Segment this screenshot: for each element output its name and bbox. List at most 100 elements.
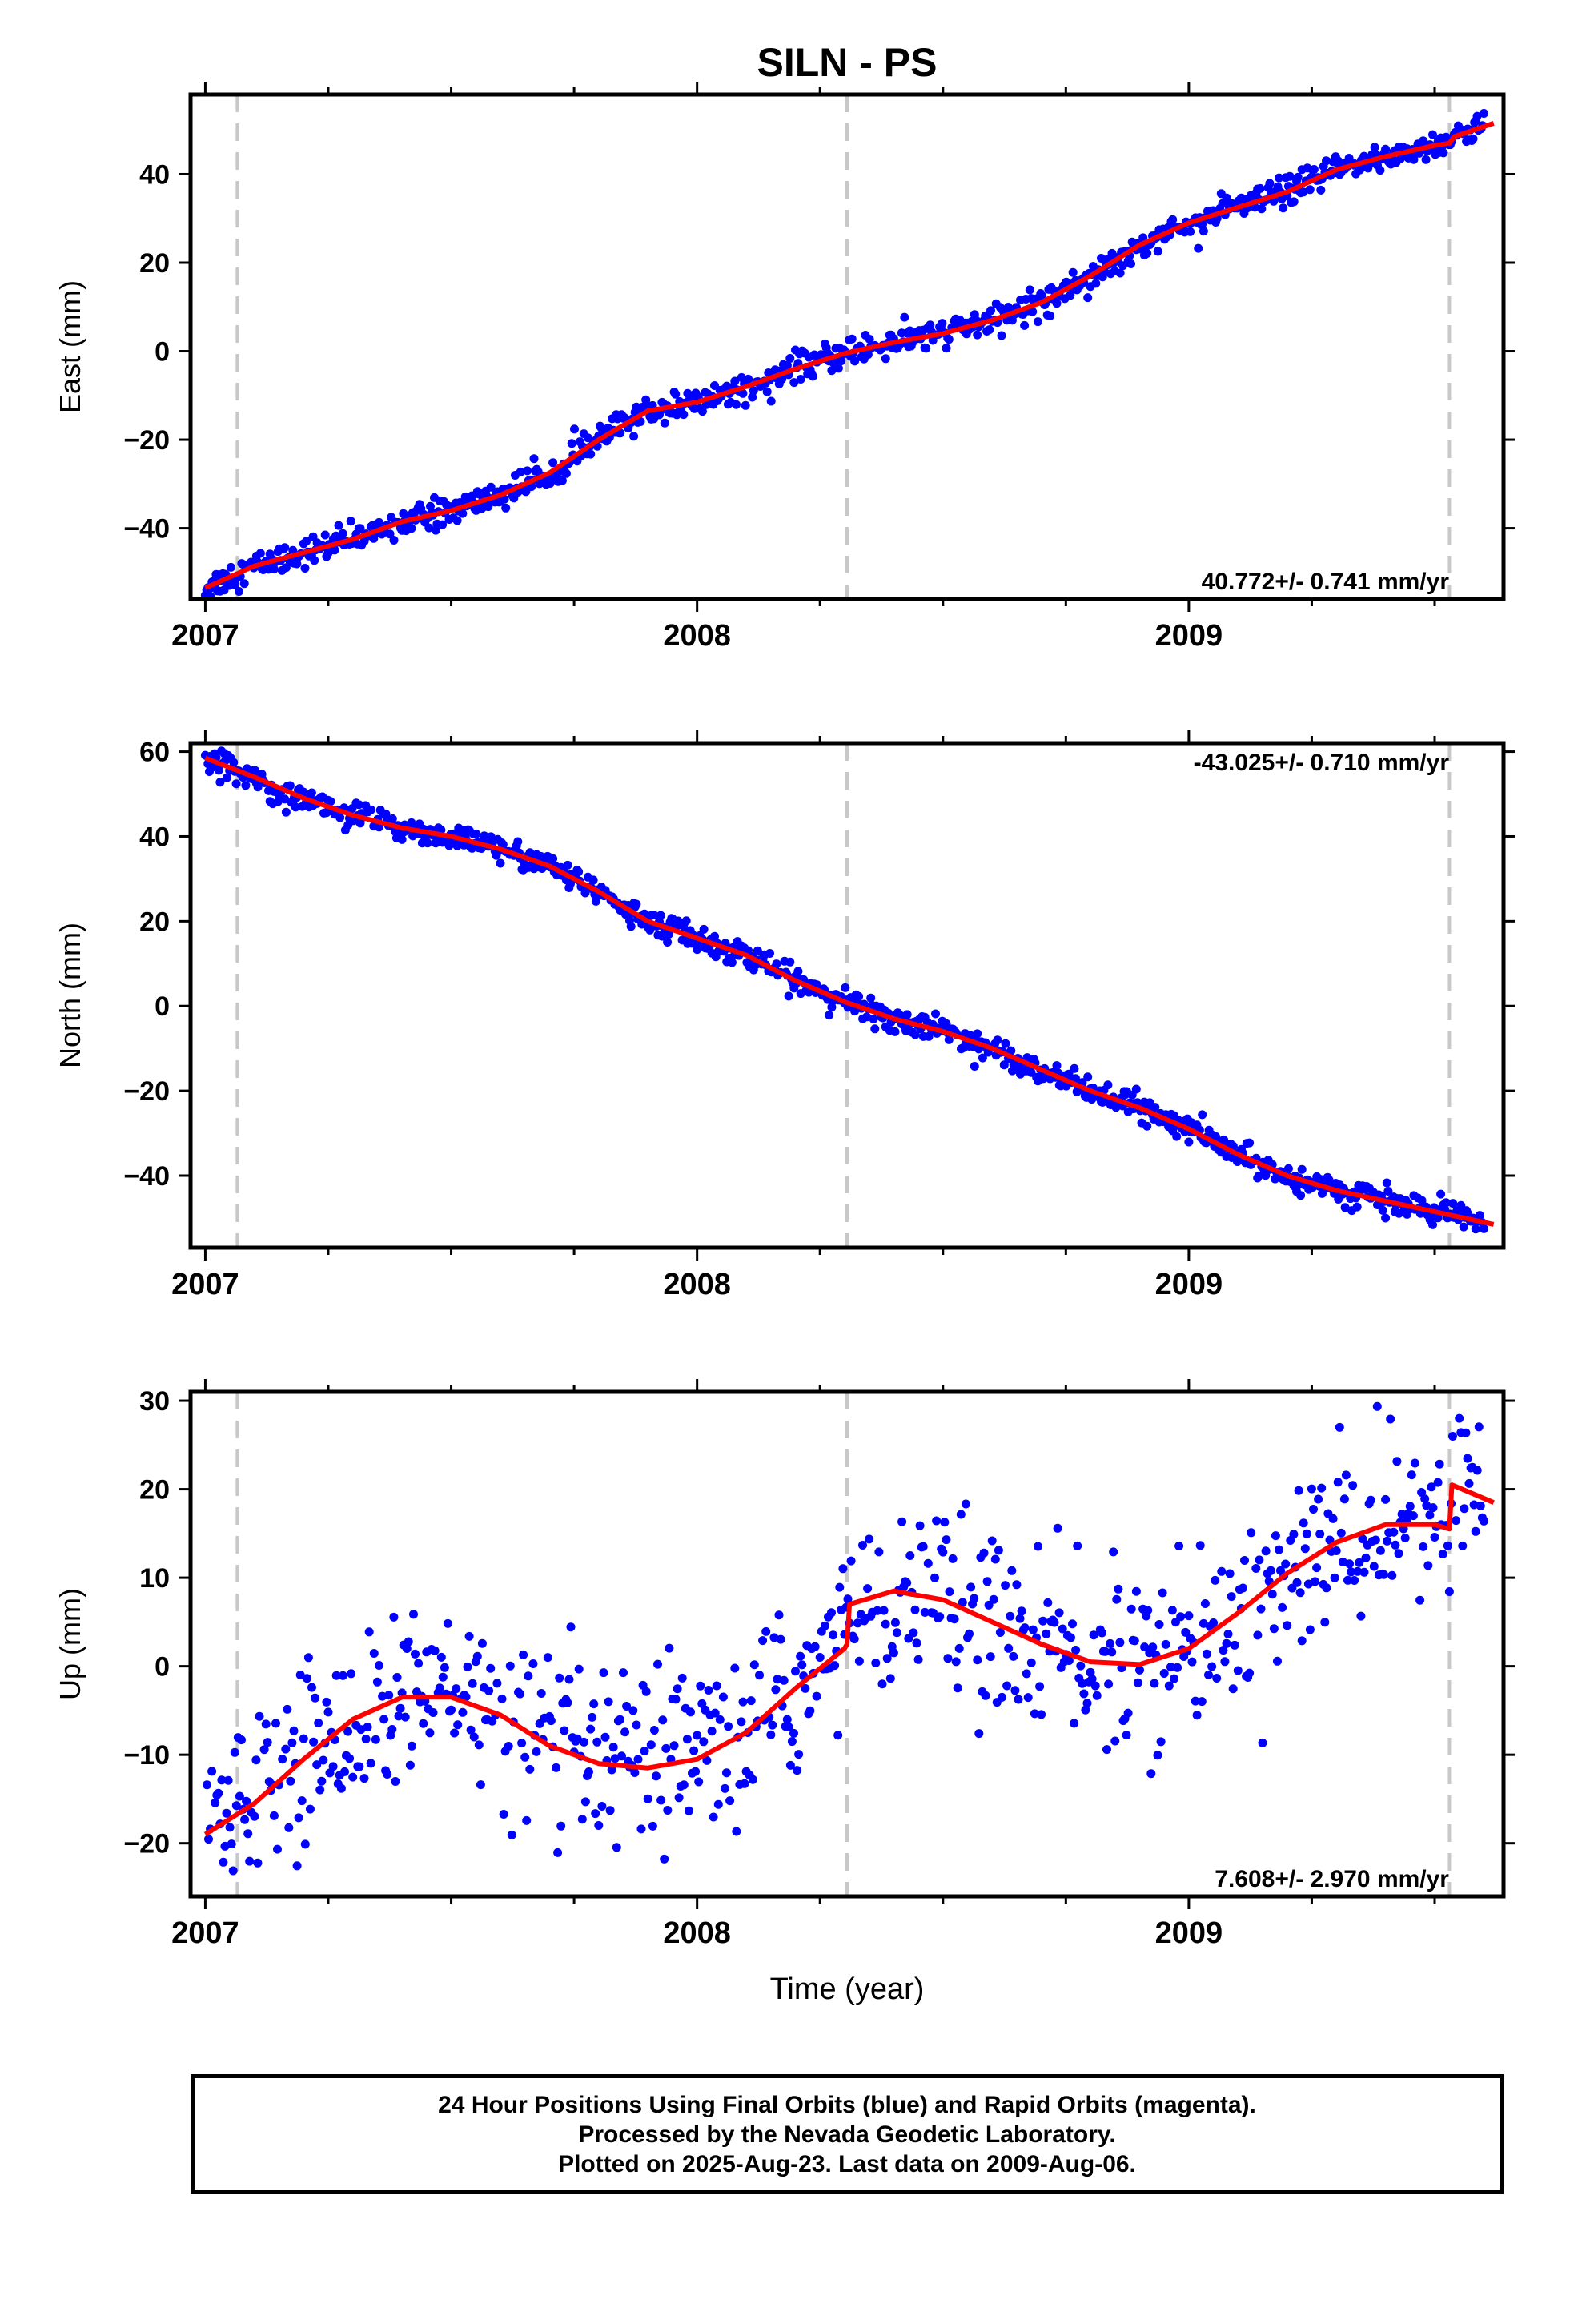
data-point [1375, 166, 1385, 175]
data-point [231, 1801, 241, 1811]
data-point [833, 1731, 843, 1740]
data-point [1472, 1466, 1482, 1475]
data-point [345, 1754, 355, 1763]
data-point [423, 838, 432, 848]
data-point [881, 1619, 890, 1629]
data-point [1156, 1737, 1166, 1747]
panel-up: −20 −10 0 10 20 30 2007 2008 2009 Up (mm) Time (ye… [54, 1379, 1515, 2006]
y-tick-label: −40 [123, 1161, 170, 1192]
data-point [312, 1760, 322, 1770]
data-point [1369, 1562, 1379, 1571]
data-point [505, 1661, 515, 1671]
data-point [633, 1755, 643, 1764]
data-point [1417, 1488, 1427, 1497]
data-point [948, 1554, 958, 1563]
data-point [1255, 183, 1265, 193]
data-point [1198, 1110, 1207, 1120]
data-point [1305, 185, 1315, 195]
data-point [1181, 1627, 1191, 1637]
data-point [1317, 1483, 1327, 1493]
data-point [1405, 1502, 1415, 1511]
data-point [838, 1564, 848, 1574]
data-point [543, 1653, 552, 1663]
x-tick-label: 2008 [663, 1916, 731, 1950]
data-point [1448, 1432, 1457, 1441]
data-point [920, 1607, 930, 1617]
data-point [1233, 1666, 1243, 1675]
data-point [600, 1732, 610, 1742]
data-point [1278, 1602, 1287, 1612]
data-point [285, 781, 295, 790]
data-point [1079, 1689, 1089, 1699]
data-point [1305, 1625, 1315, 1634]
data-point [231, 779, 241, 789]
data-point [722, 1768, 731, 1778]
data-point [1340, 1203, 1350, 1212]
data-point [910, 1030, 920, 1039]
data-point [691, 1767, 701, 1776]
data-point [1283, 1621, 1292, 1630]
data-point [303, 1653, 313, 1663]
data-point [1184, 1137, 1194, 1147]
data-point [1131, 1586, 1141, 1596]
data-point [619, 1668, 628, 1678]
data-point [1394, 1208, 1403, 1218]
data-point [306, 1804, 315, 1814]
data-point [1479, 109, 1488, 118]
data-point [1428, 130, 1437, 139]
data-point [1091, 279, 1101, 288]
data-point [402, 1644, 412, 1653]
data-point [552, 1763, 561, 1772]
data-point [378, 1691, 387, 1701]
data-point [447, 1705, 456, 1715]
data-point [1266, 1566, 1275, 1575]
data-point [732, 1827, 741, 1836]
data-point [1122, 1731, 1131, 1740]
data-point [997, 331, 1006, 340]
data-point [1309, 1505, 1318, 1514]
data-point [1110, 1736, 1120, 1746]
data-point [753, 946, 762, 955]
data-point [646, 1740, 656, 1750]
data-point [486, 482, 496, 492]
data-point [1430, 1533, 1439, 1542]
data-point [1275, 173, 1284, 183]
data-point [1012, 1580, 1022, 1590]
data-point [1220, 1657, 1230, 1667]
data-point [500, 494, 509, 504]
data-point [604, 1697, 613, 1707]
data-point [725, 1796, 735, 1806]
data-point [1316, 185, 1326, 195]
data-point [641, 1687, 651, 1696]
data-point [1460, 1504, 1469, 1514]
data-point [1153, 247, 1162, 256]
data-point [1097, 1628, 1106, 1638]
data-point [1381, 1213, 1391, 1223]
data-point [548, 854, 558, 863]
data-point [281, 1744, 291, 1754]
data-point [580, 1797, 590, 1807]
data-point [1471, 1526, 1480, 1536]
data-point [858, 1541, 867, 1550]
data-point [981, 1691, 990, 1700]
data-point [1142, 1121, 1152, 1131]
data-point [1143, 1606, 1153, 1615]
data-point [396, 1703, 405, 1713]
caption-line-3: Plotted on 2025-Aug-23. Last data on 200… [558, 2150, 1136, 2177]
data-point [973, 330, 982, 340]
data-point [529, 454, 539, 464]
data-point [1468, 134, 1478, 143]
data-point [281, 807, 291, 817]
data-point [1150, 1103, 1160, 1112]
data-point [315, 1785, 325, 1795]
data-point [1245, 1668, 1255, 1678]
data-point [669, 1741, 679, 1751]
data-point [782, 360, 792, 370]
data-point [561, 468, 571, 478]
data-point [372, 1677, 382, 1687]
data-point [1010, 1686, 1020, 1695]
data-point [414, 1659, 424, 1668]
data-point [1228, 1684, 1238, 1694]
data-point [588, 1712, 597, 1722]
data-point [287, 1738, 297, 1747]
